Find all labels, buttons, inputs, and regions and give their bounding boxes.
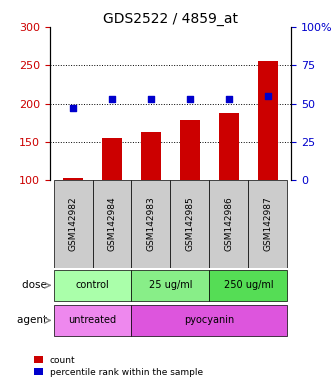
Text: untreated: untreated xyxy=(69,315,117,325)
FancyBboxPatch shape xyxy=(54,270,131,301)
Bar xyxy=(141,132,161,180)
FancyBboxPatch shape xyxy=(210,270,287,301)
FancyBboxPatch shape xyxy=(131,305,287,336)
Point xyxy=(71,105,76,111)
FancyBboxPatch shape xyxy=(170,180,210,268)
Point xyxy=(109,96,115,102)
Text: 250 ug/ml: 250 ug/ml xyxy=(224,280,273,290)
Text: agent: agent xyxy=(17,315,50,325)
Text: GSM142983: GSM142983 xyxy=(147,197,156,252)
Bar xyxy=(219,113,239,180)
Text: GSM142987: GSM142987 xyxy=(263,197,272,252)
Text: GSM142985: GSM142985 xyxy=(185,197,194,252)
Bar xyxy=(258,61,278,180)
Bar xyxy=(180,121,200,180)
Point xyxy=(265,93,270,99)
FancyBboxPatch shape xyxy=(210,180,248,268)
Text: 25 ug/ml: 25 ug/ml xyxy=(149,280,192,290)
FancyBboxPatch shape xyxy=(131,270,210,301)
Legend: count, percentile rank within the sample: count, percentile rank within the sample xyxy=(31,353,206,379)
FancyBboxPatch shape xyxy=(248,180,287,268)
FancyBboxPatch shape xyxy=(54,305,131,336)
Point xyxy=(226,96,232,102)
FancyBboxPatch shape xyxy=(131,180,170,268)
Text: GSM142982: GSM142982 xyxy=(69,197,77,252)
FancyBboxPatch shape xyxy=(54,180,93,268)
Point xyxy=(187,96,193,102)
Bar xyxy=(102,138,122,180)
Text: dose: dose xyxy=(22,280,50,290)
Text: control: control xyxy=(76,280,109,290)
Text: GSM142986: GSM142986 xyxy=(224,197,233,252)
Point xyxy=(148,96,154,102)
Text: GSM142984: GSM142984 xyxy=(108,197,117,252)
Text: pyocyanin: pyocyanin xyxy=(184,315,235,325)
FancyBboxPatch shape xyxy=(93,180,131,268)
Title: GDS2522 / 4859_at: GDS2522 / 4859_at xyxy=(103,12,238,26)
Bar xyxy=(63,178,83,180)
